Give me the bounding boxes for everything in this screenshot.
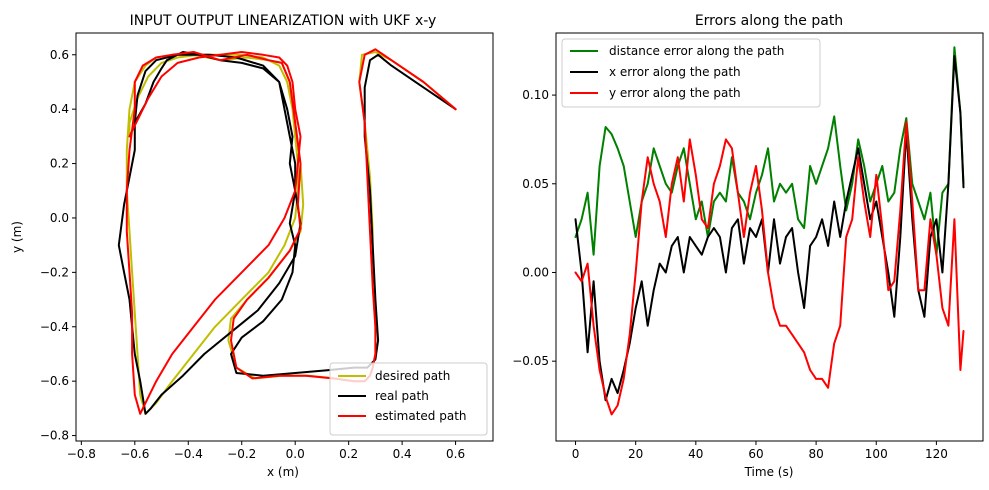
legend-label: y error along the path (609, 86, 741, 100)
y-tick-label: 0.05 (522, 177, 549, 191)
series-line-y-error-along-the-path (574, 120, 965, 416)
x-tick-label: −0.8 (67, 447, 96, 461)
x-tick-label: 0.0 (286, 447, 305, 461)
x-tick-label: 80 (808, 447, 823, 461)
legend-label: estimated path (375, 409, 467, 423)
legend-item-y-error: y error along the path (570, 86, 741, 100)
y-tick-label: 0.6 (50, 48, 69, 62)
y-axis-ticks: −0.05 0.00 0.05 0.10 (512, 88, 556, 368)
y-tick-label: 0.2 (50, 157, 69, 171)
axes-frame (75, 32, 494, 442)
axes-frame (555, 32, 984, 442)
x-tick-label: 100 (865, 447, 888, 461)
y-tick-label: 0.0 (50, 211, 69, 225)
x-axis-ticks: −0.8 −0.6 −0.4 −0.2 0.0 0.2 0.4 0.6 (67, 441, 465, 461)
x-axis-ticks: 0 20 40 60 80 100 120 (572, 441, 948, 461)
x-axis-label: Time (s) (744, 465, 794, 479)
x-tick-label: 120 (925, 447, 948, 461)
x-tick-label: 20 (628, 447, 643, 461)
chart-xy-path: INPUT OUTPUT LINEARIZATION with UKF x-y … (10, 13, 494, 479)
y-axis-ticks: −0.8 −0.6 −0.4 −0.2 0.0 0.2 0.4 0.6 (40, 48, 76, 443)
legend-item-estimated-path: estimated path (338, 409, 467, 423)
chart-errors: Errors along the path 0 20 40 60 80 100 120 −0… (512, 13, 984, 479)
x-tick-label: 0.6 (446, 447, 465, 461)
y-tick-label: −0.6 (40, 374, 69, 388)
legend-frame (329, 362, 488, 436)
legend-label: real path (375, 389, 429, 403)
x-tick-label: 40 (688, 447, 703, 461)
y-tick-label: −0.2 (40, 265, 69, 279)
chart-title: Errors along the path (695, 13, 843, 29)
legend-item-real-path: real path (338, 389, 429, 403)
error-series-group (574, 46, 965, 416)
x-tick-label: −0.2 (227, 447, 256, 461)
x-tick-label: 0.2 (339, 447, 358, 461)
legend-item-x-error: x error along the path (570, 65, 741, 79)
y-tick-label: −0.8 (40, 429, 69, 443)
x-tick-label: 60 (748, 447, 763, 461)
y-tick-label: −0.4 (40, 320, 69, 334)
x-tick-label: 0 (572, 447, 580, 461)
series-line-x-error-along-the-path (574, 55, 965, 402)
legend: desired path real path estimated path (329, 362, 488, 436)
y-tick-label: 0.4 (50, 102, 69, 116)
plot-area (555, 32, 984, 442)
legend-frame (561, 38, 821, 108)
legend-label: desired path (375, 369, 450, 383)
x-tick-label: 0.4 (393, 447, 412, 461)
y-tick-label: −0.05 (512, 354, 549, 368)
path-series-group (117, 48, 457, 415)
chart-title: INPUT OUTPUT LINEARIZATION with UKF x-y (130, 13, 437, 29)
legend-item-distance-error: distance error along the path (570, 44, 784, 58)
legend: distance error along the path x error al… (561, 38, 821, 108)
y-axis-label: y (m) (10, 221, 24, 253)
y-tick-label: 0.10 (522, 88, 549, 102)
legend-label: distance error along the path (609, 44, 784, 58)
legend-label: x error along the path (609, 65, 741, 79)
y-tick-label: 0.00 (522, 265, 549, 279)
x-axis-label: x (m) (267, 465, 299, 479)
x-tick-label: −0.6 (120, 447, 149, 461)
legend-item-desired-path: desired path (338, 369, 450, 383)
x-tick-label: −0.4 (174, 447, 203, 461)
